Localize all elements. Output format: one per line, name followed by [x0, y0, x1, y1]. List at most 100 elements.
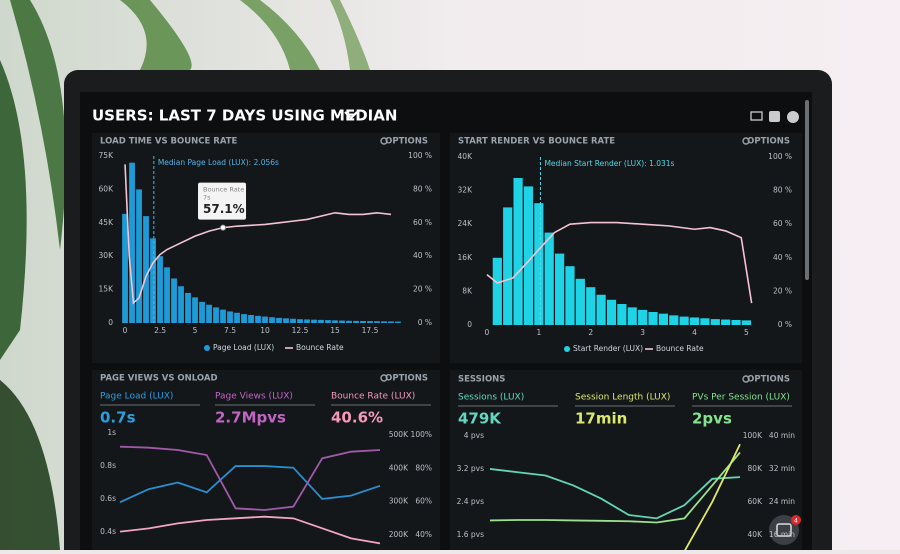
- histogram-bar: [297, 319, 303, 323]
- y2-tick-label: 20 %: [413, 285, 432, 294]
- title-dropdown[interactable]: [344, 111, 358, 120]
- histogram-bar: [332, 320, 338, 323]
- histogram-bar: [129, 162, 135, 323]
- options-button[interactable]: OPTIONS: [747, 137, 790, 147]
- y-tick-label: 1.6 pvs: [457, 530, 485, 539]
- x-tick-label: 5: [744, 328, 749, 337]
- x-tick-label: 2.5: [154, 326, 166, 335]
- y-tick-label: 24K: [458, 219, 474, 228]
- y-tick-label: 16K: [458, 253, 474, 262]
- y2-tick-label: 60 %: [413, 218, 432, 227]
- y2-tick-label: 80 %: [413, 184, 432, 193]
- histogram-bar: [367, 321, 373, 323]
- histogram-bar: [262, 316, 268, 323]
- y3-tick-label: 100%: [411, 430, 432, 439]
- histogram-bar: [304, 319, 310, 323]
- histogram-bar: [523, 186, 534, 325]
- x-tick-label: 0: [485, 328, 490, 337]
- tooltip: [198, 182, 247, 220]
- histogram-bar: [648, 311, 658, 325]
- histogram-bar: [248, 314, 254, 323]
- bounce-line: [486, 221, 753, 304]
- x-tick-label: 5: [193, 326, 198, 335]
- y2-tick-label: 300K: [389, 497, 409, 506]
- options-icon: [742, 137, 750, 145]
- histogram-bar: [227, 311, 233, 323]
- legend-label: Start Render (LUX): [573, 344, 643, 353]
- histogram-bar: [627, 307, 637, 325]
- series-line: [489, 451, 741, 524]
- kpi-value: 2.7Mpvs: [215, 409, 286, 427]
- x-tick-label: 2: [588, 328, 593, 337]
- chat-icon: [776, 523, 792, 537]
- options-button[interactable]: OPTIONS: [385, 137, 428, 147]
- options-icon: [380, 374, 388, 382]
- histogram-bar: [192, 297, 198, 323]
- histogram-bar: [638, 309, 648, 325]
- scrollbar[interactable]: [805, 100, 809, 280]
- options-button[interactable]: OPTIONS: [385, 374, 428, 384]
- chat-button[interactable]: [769, 515, 799, 545]
- help-icon[interactable]: [787, 111, 799, 123]
- histogram-bar: [325, 320, 331, 323]
- y-tick-label: 0.8s: [100, 461, 116, 470]
- x-tick-label: 3: [640, 328, 645, 337]
- y-tick-label: 45K: [99, 218, 115, 227]
- y-tick-label: 30K: [99, 251, 115, 260]
- tooltip-point: [220, 224, 227, 231]
- histogram-bar: [555, 253, 565, 325]
- histogram-bar: [689, 317, 700, 325]
- y2-tick-label: 80K: [748, 464, 764, 473]
- histogram-bar: [700, 318, 710, 325]
- x-tick-label: 1: [536, 328, 541, 337]
- kpi-label: Session Length (LUX): [575, 393, 670, 403]
- histogram-bar: [721, 319, 731, 325]
- panel-title: PAGE VIEWS VS ONLOAD: [100, 374, 218, 384]
- panel-title: LOAD TIME VS BOUNCE RATE: [100, 137, 238, 147]
- legend-swatch: [204, 345, 210, 351]
- y2-tick-label: 60 %: [773, 219, 792, 228]
- series-line: [489, 468, 741, 520]
- histogram-bar: [206, 304, 212, 323]
- x-tick-label: 4: [692, 328, 697, 337]
- legend-label: Bounce Rate: [296, 343, 344, 352]
- y-tick-label: 0: [108, 318, 113, 327]
- x-tick-label: 0: [123, 326, 128, 335]
- histogram-bar: [269, 317, 275, 323]
- panel-title: SESSIONS: [458, 375, 505, 385]
- kpi-value: 2pvs: [692, 410, 732, 428]
- histogram-bar: [290, 318, 296, 323]
- histogram-bar: [596, 294, 606, 325]
- y-tick-label: 40K: [458, 152, 474, 161]
- options-button[interactable]: OPTIONS: [747, 375, 790, 385]
- y2-tick-label: 0 %: [778, 320, 792, 329]
- tooltip-x: 7s: [203, 194, 211, 202]
- notification-count: 4: [794, 517, 798, 525]
- x-tick-label: 10: [260, 326, 270, 335]
- panel: [450, 370, 802, 554]
- y2-tick-label: 0 %: [418, 318, 432, 327]
- y-tick-label: 60K: [99, 184, 115, 193]
- x-tick-label: 17.5: [362, 326, 379, 335]
- histogram-bar: [283, 318, 289, 323]
- histogram-bar: [318, 319, 324, 323]
- y-tick-label: 0.4s: [100, 527, 116, 536]
- monitor-icon[interactable]: [750, 111, 763, 121]
- histogram-bar: [374, 321, 380, 323]
- y2-tick-label: 60K: [748, 497, 764, 506]
- y2-tick-label: 200K: [389, 530, 409, 539]
- notification-badge: [791, 515, 801, 525]
- histogram-bar: [346, 320, 352, 323]
- histogram-bar: [339, 320, 345, 323]
- histogram-bar: [617, 304, 627, 325]
- histogram-bar: [255, 315, 261, 323]
- y2-tick-label: 40 %: [413, 251, 432, 260]
- histogram-bar: [669, 315, 679, 325]
- bounce-line: [124, 164, 392, 305]
- y-tick-label: 0.6s: [100, 494, 116, 503]
- histogram-bar: [395, 321, 401, 323]
- y3-tick-label: 16 min: [769, 530, 795, 539]
- share-icon[interactable]: [769, 111, 780, 122]
- panel: [92, 133, 440, 363]
